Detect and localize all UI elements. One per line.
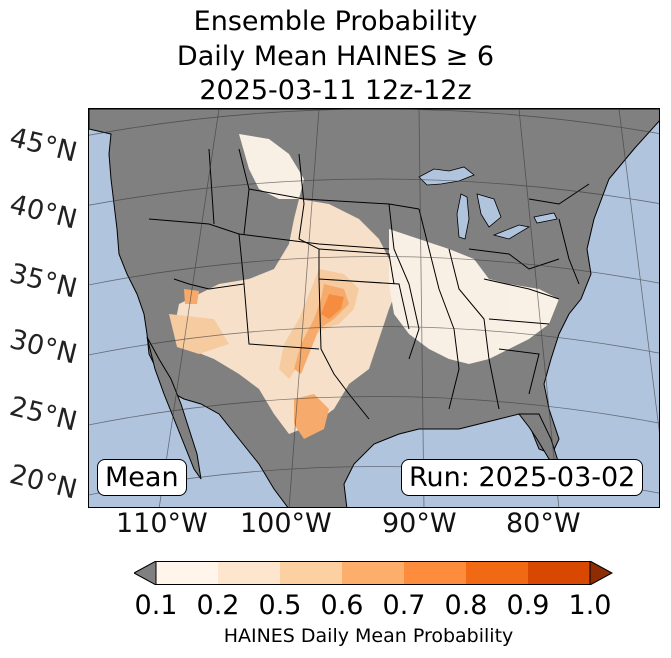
colorbar-tick-label: 0.9 bbox=[506, 590, 550, 621]
colorbar-tick-label: 0.2 bbox=[196, 590, 240, 621]
map-canvas bbox=[89, 109, 659, 507]
map-title-line-1: Ensemble Probability bbox=[193, 6, 478, 37]
lake-ontario bbox=[533, 212, 558, 224]
lat-label-45n: 45°N bbox=[6, 122, 81, 169]
colorbar-segment bbox=[342, 561, 404, 585]
colorbar-under-arrow bbox=[134, 561, 157, 585]
colorbar bbox=[134, 561, 614, 585]
lon-label-100w: 100°W bbox=[240, 508, 332, 539]
colorbar-over-arrow bbox=[589, 561, 614, 585]
run-date-box: Run: 2025-03-02 bbox=[401, 459, 644, 496]
colorbar-outline bbox=[155, 561, 591, 585]
statistic-box: Mean bbox=[97, 459, 187, 496]
colorbar-label: HAINES Daily Mean Probability bbox=[223, 625, 514, 647]
map-panel bbox=[88, 108, 660, 508]
colorbar-segment bbox=[404, 561, 466, 585]
lon-label-80w: 80°W bbox=[506, 508, 581, 539]
colorbar-tick-label: 0.5 bbox=[258, 590, 302, 621]
lake-michigan bbox=[456, 193, 470, 240]
lat-label-40n: 40°N bbox=[6, 189, 81, 236]
colorbar-tick-label: 0.1 bbox=[134, 590, 178, 621]
lat-label-35n: 35°N bbox=[6, 258, 81, 305]
lat-label-30n: 30°N bbox=[6, 324, 81, 371]
colorbar-segment bbox=[466, 561, 528, 585]
lake-erie bbox=[492, 224, 531, 240]
map-title-line-3: 2025-03-11 12z-12z bbox=[199, 75, 472, 106]
state-borders bbox=[148, 148, 590, 420]
colorbar-tick-label: 0.6 bbox=[320, 590, 364, 621]
colorbar-segment bbox=[280, 561, 342, 585]
map-title-line-2: Daily Mean HAINES ≥ 6 bbox=[176, 41, 495, 72]
colorbar-segment bbox=[218, 561, 280, 585]
colorbar-tick-label: 0.7 bbox=[382, 590, 426, 621]
lon-label-90w: 90°W bbox=[382, 508, 457, 539]
lat-label-25n: 25°N bbox=[6, 391, 81, 438]
colorbar-segment bbox=[528, 561, 590, 585]
probability-field bbox=[169, 134, 559, 439]
lake-superior bbox=[418, 166, 475, 186]
lon-label-110w: 110°W bbox=[116, 508, 208, 539]
colorbar-tick-label: 1.0 bbox=[568, 590, 612, 621]
colorbar-tick-label: 0.8 bbox=[444, 590, 488, 621]
lat-label-20n: 20°N bbox=[6, 459, 81, 506]
graticule bbox=[89, 109, 659, 507]
colorbar-segment bbox=[156, 561, 218, 585]
lake-huron bbox=[476, 193, 502, 228]
